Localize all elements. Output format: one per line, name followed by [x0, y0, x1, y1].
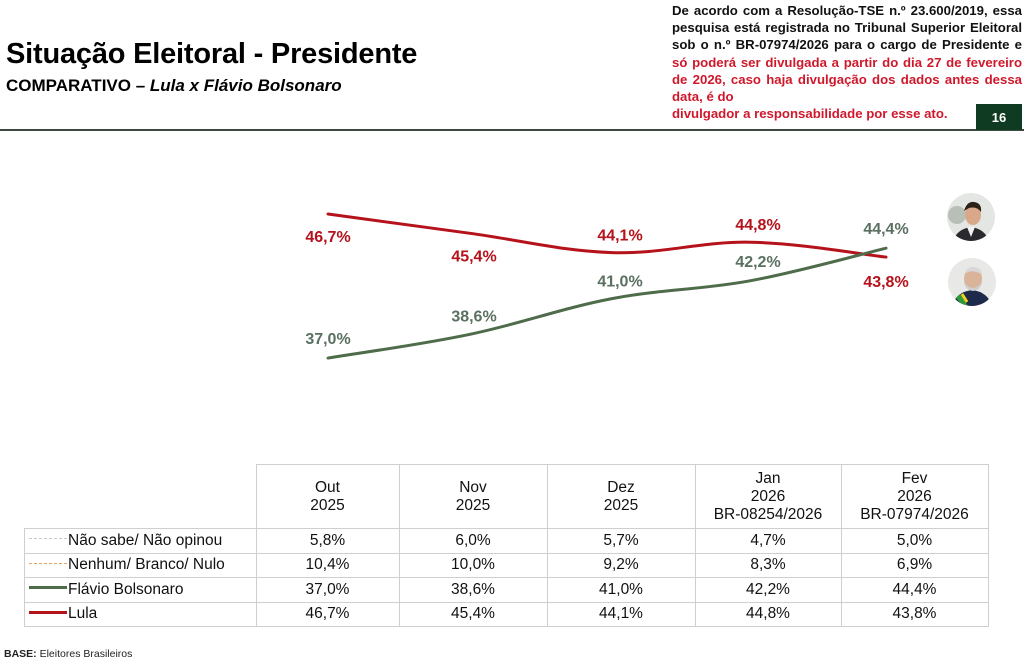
- column-header: Fev 2026 BR-07974/2026: [840, 464, 989, 529]
- column-header: Jan 2026 BR-08254/2026: [694, 464, 842, 529]
- data-label-lula: 46,7%: [305, 229, 350, 246]
- column-header: Out 2025: [255, 464, 400, 529]
- column-header: Nov 2025: [398, 464, 548, 529]
- table-row: Lula 46,7% 45,4% 44,1% 44,8% 43,8%: [24, 601, 989, 627]
- data-label-lula: 45,4%: [451, 248, 496, 265]
- table-row: Nenhum/ Branco/ Nulo 10,4% 10,0% 9,2% 8,…: [24, 552, 989, 578]
- legend-swatch-nao-sabe: [29, 538, 67, 540]
- data-label-flavio-bolsonaro: 42,2%: [735, 254, 780, 271]
- table-cell: 5,8%: [255, 528, 400, 554]
- table-cell: 10,0%: [398, 552, 548, 578]
- row-label: Flávio Bolsonaro: [24, 577, 257, 603]
- legend-swatch-lula: [29, 610, 67, 614]
- table-cell: 37,0%: [255, 577, 400, 603]
- table-row: Flávio Bolsonaro 37,0% 38,6% 41,0% 42,2%…: [24, 577, 989, 603]
- row-label: Não sabe/ Não opinou: [24, 528, 257, 554]
- data-label-flavio-bolsonaro: 37,0%: [305, 331, 350, 348]
- subtitle-candidates: Lula x Flávio Bolsonaro: [149, 76, 342, 95]
- table-cell: 44,1%: [546, 601, 696, 627]
- data-label-flavio-bolsonaro: 44,4%: [863, 221, 908, 238]
- table-header-row: Out 2025 Nov 2025 Dez 2025 Jan 2026 BR-08254/…: [24, 464, 989, 529]
- avatar-flavio-bolsonaro: [947, 193, 995, 241]
- table-cell: 6,9%: [840, 552, 989, 578]
- data-label-lula: 44,1%: [597, 228, 642, 245]
- legal-notice-registration: De acordo com a Resolução-TSE n.º 23.600…: [672, 3, 1022, 53]
- table-corner-cell: [24, 464, 257, 529]
- table-row: Não sabe/ Não opinou 5,8% 6,0% 5,7% 4,7%…: [24, 528, 989, 554]
- legal-notice: De acordo com a Resolução-TSE n.º 23.600…: [672, 2, 1022, 122]
- legend-swatch-flavio: [29, 586, 67, 590]
- legal-notice-warning: só poderá ser divulgada a partir do dia …: [672, 54, 1022, 105]
- table-cell: 46,7%: [255, 601, 400, 627]
- data-label-flavio-bolsonaro: 38,6%: [451, 308, 496, 325]
- column-header: Dez 2025: [546, 464, 696, 529]
- page-title: Situação Eleitoral - Presidente: [6, 38, 418, 70]
- table-cell: 38,6%: [398, 577, 548, 603]
- base-footnote: BASE: Eleitores Brasileiros: [4, 648, 133, 660]
- flavio-portrait-icon: [947, 193, 995, 241]
- header-divider: [0, 129, 1024, 131]
- data-label-lula: 44,8%: [735, 217, 780, 234]
- legal-notice-warning-end: divulgador a responsabilidade por esse a…: [672, 106, 948, 122]
- page-subtitle: COMPARATIVO – Lula x Flávio Bolsonaro: [6, 76, 342, 96]
- page-number-badge: 16: [976, 104, 1022, 130]
- row-label: Lula: [24, 601, 257, 627]
- table-cell: 10,4%: [255, 552, 400, 578]
- line-chart: 46,7% 45,4% 44,1% 44,8% 43,8% 37,0% 38,6% 41,0%…: [305, 212, 909, 360]
- table-cell: 6,0%: [398, 528, 548, 554]
- data-label-flavio-bolsonaro: 41,0%: [597, 274, 642, 291]
- subtitle-prefix: COMPARATIVO –: [6, 76, 150, 95]
- table-cell: 9,2%: [546, 552, 696, 578]
- results-table: Out 2025 Nov 2025 Dez 2025 Jan 2026 BR-08254/…: [24, 464, 989, 627]
- table-cell: 41,0%: [546, 577, 696, 603]
- table-cell: 44,4%: [840, 577, 989, 603]
- series-line-lula: [326, 212, 888, 259]
- data-label-lula: 43,8%: [863, 274, 908, 291]
- lula-portrait-icon: [948, 258, 996, 306]
- table-cell: 5,7%: [546, 528, 696, 554]
- legend-swatch-nenhum: [29, 562, 67, 564]
- table-cell: 8,3%: [694, 552, 842, 578]
- table-cell: 44,8%: [694, 601, 842, 627]
- table-cell: 5,0%: [840, 528, 989, 554]
- table-cell: 42,2%: [694, 577, 842, 603]
- table-cell: 4,7%: [694, 528, 842, 554]
- table-cell: 45,4%: [398, 601, 548, 627]
- row-label: Nenhum/ Branco/ Nulo: [24, 552, 257, 578]
- avatar-lula: [948, 258, 996, 306]
- table-cell: 43,8%: [840, 601, 989, 627]
- series-line-flavio-bolsonaro: [326, 246, 888, 360]
